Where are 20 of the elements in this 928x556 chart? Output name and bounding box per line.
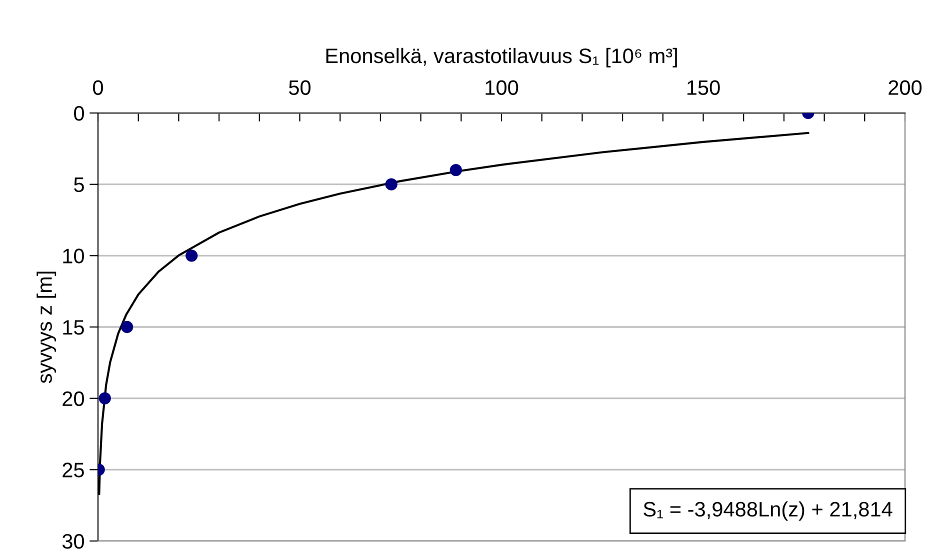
x-tick-label: 150 [687,80,720,95]
y-tick-label: 25 [62,462,84,478]
y-tick-label: 30 [62,534,84,549]
y-tick-label: 0 [74,106,84,121]
x-tick-label: 200 [888,80,922,95]
y-tick-label: 15 [63,320,84,335]
point [98,392,111,404]
y-tick-label: 5 [74,178,84,192]
y-tick-label: 10 [63,248,84,264]
y-axis-title: syvyys z [m] [36,272,56,384]
x-tick-label: 0 [93,80,103,95]
point [186,250,198,262]
y-tick-label: 20 [62,391,84,406]
point [450,164,462,176]
point [120,320,134,334]
x-axis-title: Enonselkä, varastotilavuus S₁ [10⁶ m³] [326,48,677,68]
x-tick-label: 100 [486,80,518,95]
point [385,178,398,190]
annotation: S₁ = -3,9488Ln(z) + 21,814 [644,501,892,521]
x-tick-label: 50 [289,80,311,95]
